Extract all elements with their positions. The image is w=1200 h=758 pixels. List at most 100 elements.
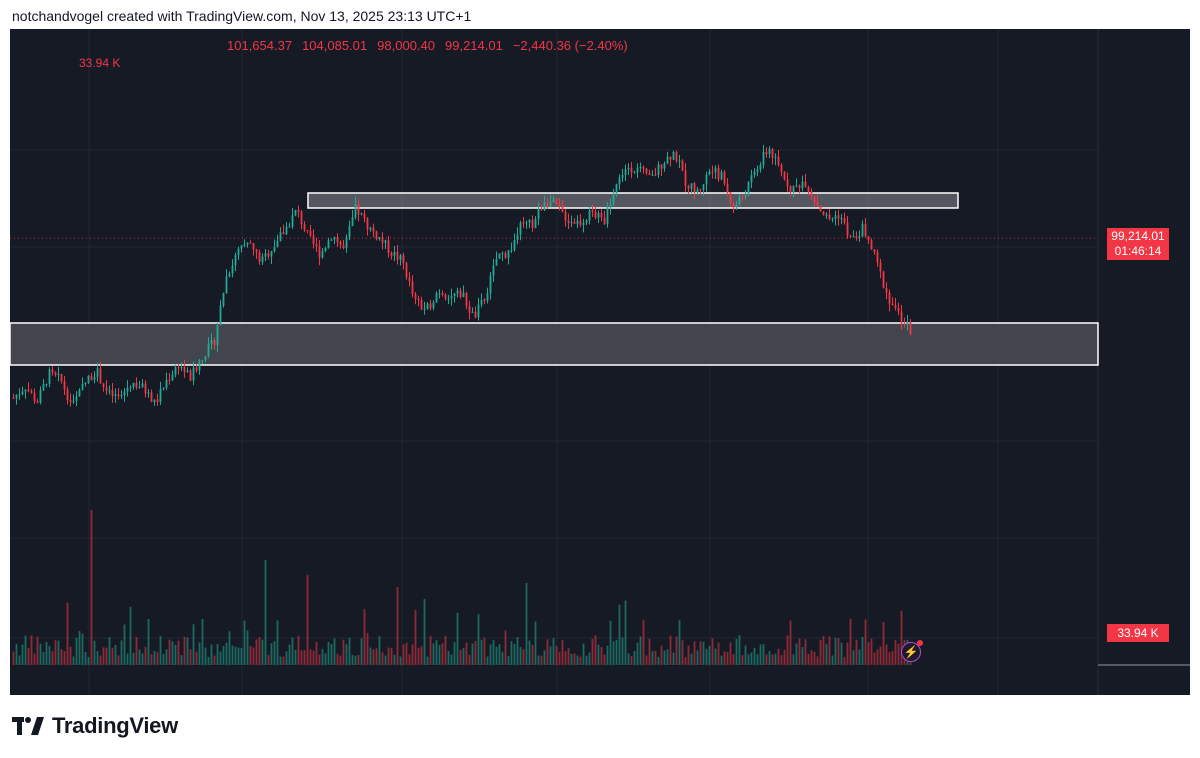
candle-body (426, 303, 429, 309)
volume-bar (387, 647, 390, 665)
volume-bar (420, 646, 423, 665)
candle-body (72, 401, 75, 403)
candle-body (162, 387, 165, 390)
candle-body (90, 376, 93, 380)
candle-body (411, 281, 414, 295)
volume-bar (513, 643, 516, 665)
volume-bar (198, 642, 201, 665)
volume-bar (582, 643, 585, 665)
volume-bar (75, 637, 78, 665)
volume-bar (417, 647, 420, 665)
volume-bar (363, 609, 366, 665)
volume-bar (435, 640, 438, 665)
volume-bar (660, 645, 663, 665)
volume-bar (63, 651, 66, 665)
volume-bar (225, 642, 228, 665)
candle-body (276, 241, 279, 247)
volume-bar (12, 651, 15, 665)
volume-bar (573, 653, 576, 665)
volume-bar (264, 560, 267, 665)
volume-bar (195, 651, 198, 665)
volume-bar (753, 647, 756, 665)
volume-bar (834, 637, 837, 665)
candle-body (462, 292, 465, 298)
volume-bar (747, 654, 750, 665)
candle-body (312, 235, 315, 245)
candle-body (420, 300, 423, 310)
candle-body (894, 305, 897, 309)
volume-bar (879, 646, 882, 665)
volume-bar (270, 643, 273, 665)
lightning-icon[interactable]: ⚡ (901, 640, 923, 662)
candle-body (438, 293, 441, 295)
candle-body (588, 210, 591, 221)
chart-pane[interactable]: 101,654.37 104,085.01 98,000.40 99,214.0… (10, 29, 1190, 695)
volume-bar (543, 650, 546, 665)
volume-bar (36, 636, 39, 665)
tradingview-logo-icon (12, 717, 44, 735)
volume-bar (162, 654, 165, 665)
volume-bar (801, 647, 804, 665)
volume-bar (783, 649, 786, 665)
volume-bar (858, 649, 861, 665)
candle-body (144, 383, 147, 394)
volume-bar (291, 637, 294, 665)
volume-bar (168, 639, 171, 665)
volume-bar (192, 624, 195, 665)
candle-body (153, 399, 156, 402)
candle-body (696, 189, 699, 192)
candle-body (255, 249, 258, 252)
candle-body (489, 275, 492, 294)
volume-bar (693, 641, 696, 665)
candle-body (48, 369, 51, 384)
candle-body (501, 252, 504, 254)
ohlc-change: −2,440.36 (−2.40%) (512, 38, 628, 53)
candle-body (30, 390, 33, 393)
candle-body (645, 168, 648, 174)
volume-bar (405, 642, 408, 665)
volume-bar (555, 645, 558, 665)
candle-body (900, 311, 903, 324)
candle-body (102, 383, 105, 388)
volume-bar (279, 656, 282, 665)
volume-bar (522, 649, 525, 665)
candle-body (792, 185, 795, 192)
candle-body (168, 379, 171, 381)
candle-body (813, 195, 816, 202)
candle-body (117, 394, 120, 397)
candle-body (765, 151, 768, 155)
volume-bar (381, 652, 384, 665)
volume-bar (246, 630, 249, 665)
candle-body (744, 195, 747, 197)
volume-bar (885, 644, 888, 665)
candle-body (558, 203, 561, 206)
tradingview-logo: TradingView (12, 713, 178, 739)
candle-body (486, 293, 489, 301)
volume-bar (378, 636, 381, 665)
volume-bar (423, 599, 426, 665)
candle-body (531, 219, 534, 228)
candle-body (510, 249, 513, 251)
volume-bar (495, 646, 498, 665)
candle-body (75, 396, 78, 402)
candle-body (321, 251, 324, 258)
candle-body (291, 215, 294, 227)
volume-bar (90, 510, 93, 665)
candle-body (660, 164, 663, 169)
volume-bar (156, 651, 159, 665)
candle-body (708, 171, 711, 175)
volume-bar (519, 647, 522, 665)
volume-bar (234, 646, 237, 665)
volume-bar (498, 644, 501, 665)
volume-bar (15, 644, 18, 665)
candle-body (66, 389, 69, 401)
candle-body (681, 160, 684, 171)
volume-bar (771, 654, 774, 665)
candle-body (672, 152, 675, 160)
volume-bar (453, 642, 456, 665)
volume-bar (765, 654, 768, 665)
candle-body (429, 303, 432, 309)
candle-body (444, 294, 447, 299)
candle-body (366, 218, 369, 230)
chart-canvas[interactable] (10, 29, 1190, 695)
